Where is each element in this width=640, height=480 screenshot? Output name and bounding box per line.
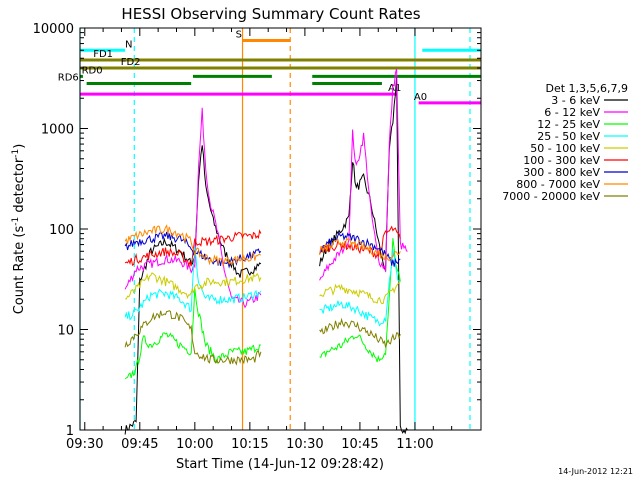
series-line bbox=[125, 272, 262, 300]
legend-label: 800 - 7000 keV bbox=[516, 178, 600, 191]
y-tick-label: 1 bbox=[66, 424, 74, 439]
y-tick-label: 10 bbox=[57, 324, 74, 339]
series-line bbox=[319, 76, 408, 435]
legend-label: 100 - 300 keV bbox=[523, 154, 600, 167]
x-tick-label: 09:30 bbox=[66, 437, 103, 452]
series-line bbox=[319, 317, 401, 348]
series-line bbox=[124, 310, 262, 366]
flag-label: RD6 bbox=[58, 73, 79, 84]
y-axis: 1 10 100 1000 10000 bbox=[33, 22, 481, 439]
x-axis-label: Start Time (14-Jun-12 09:28:42) bbox=[176, 457, 384, 472]
legend-label: 3 - 6 keV bbox=[551, 94, 600, 107]
series-line bbox=[124, 246, 262, 321]
x-tick-label: 10:30 bbox=[286, 437, 323, 452]
y-axis-label: Count Rate (s-1 detector-1) bbox=[11, 144, 27, 315]
x-tick-label: 10:15 bbox=[231, 437, 268, 452]
legend-label: 7000 - 20000 keV bbox=[502, 190, 600, 203]
footer-timestamp: 14-Jun-2012 12:21 bbox=[558, 467, 633, 476]
flag-label: S bbox=[236, 30, 242, 41]
series-line bbox=[319, 238, 401, 363]
flag-label: N bbox=[125, 39, 132, 50]
series-line bbox=[319, 281, 401, 305]
series-line bbox=[124, 288, 261, 380]
flag-label: FD1 bbox=[93, 49, 113, 60]
series-line bbox=[124, 224, 262, 268]
series-line bbox=[319, 68, 408, 281]
y-axis-label-end: ) bbox=[12, 144, 27, 149]
y-axis-label-base: Count Rate (s bbox=[12, 226, 27, 315]
x-tick-label: 09:45 bbox=[121, 437, 158, 452]
y-tick-label: 10000 bbox=[33, 22, 74, 37]
series-line bbox=[124, 231, 262, 269]
x-axis: 09:30 09:45 10:00 10:15 10:30 10:45 11:00 bbox=[66, 28, 453, 452]
x-tick-label: 11:00 bbox=[396, 437, 433, 452]
y-axis-label-sup2: -1 bbox=[11, 149, 21, 158]
legend-label: 12 - 25 keV bbox=[537, 118, 600, 131]
flag-label: A1 bbox=[388, 83, 401, 94]
flag-label: FD2 bbox=[121, 57, 141, 68]
x-tick-label: 10:00 bbox=[176, 437, 213, 452]
flag-label: A0 bbox=[414, 92, 427, 103]
chart-title: HESSI Observing Summary Count Rates bbox=[121, 5, 420, 23]
legend-title: Det 1,3,5,6,7,9 bbox=[545, 82, 628, 95]
y-axis-label-mid: detector bbox=[12, 157, 27, 217]
x-tick-label: 10:45 bbox=[341, 437, 378, 452]
y-tick-label: 100 bbox=[49, 223, 74, 238]
flag-label: RD0 bbox=[82, 65, 103, 76]
series-line bbox=[124, 107, 262, 309]
y-axis-label-sup: -1 bbox=[11, 217, 21, 226]
legend-label: 25 - 50 keV bbox=[537, 130, 600, 143]
y-tick-label: 1000 bbox=[41, 123, 74, 138]
series-line bbox=[319, 249, 401, 327]
legend-label: 50 - 100 keV bbox=[530, 142, 600, 155]
series-line bbox=[319, 225, 401, 260]
series-line bbox=[319, 236, 401, 262]
series-lines bbox=[124, 68, 408, 435]
legend-label: 300 - 800 keV bbox=[523, 166, 600, 179]
legend-label: 6 - 12 keV bbox=[544, 106, 600, 119]
